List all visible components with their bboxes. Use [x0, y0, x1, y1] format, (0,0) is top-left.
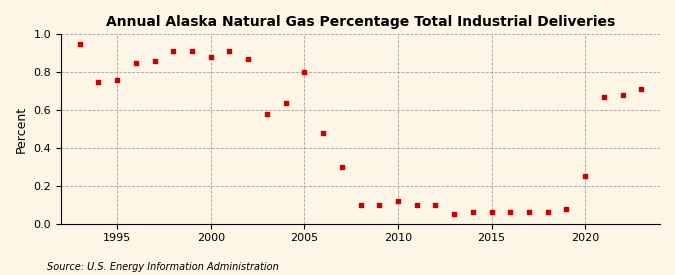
Point	[449, 212, 460, 216]
Point	[486, 210, 497, 214]
Point	[112, 78, 123, 82]
Point	[580, 174, 591, 179]
Point	[355, 203, 366, 207]
Point	[168, 49, 179, 54]
Point	[411, 203, 422, 207]
Point	[74, 42, 85, 46]
Point	[617, 93, 628, 97]
Point	[374, 203, 385, 207]
Point	[599, 95, 610, 99]
Point	[224, 49, 235, 54]
Point	[524, 210, 535, 214]
Point	[542, 210, 553, 214]
Point	[318, 131, 329, 135]
Point	[299, 70, 310, 75]
Point	[280, 100, 291, 105]
Text: Source: U.S. Energy Information Administration: Source: U.S. Energy Information Administ…	[47, 262, 279, 272]
Point	[636, 87, 647, 92]
Point	[336, 165, 347, 169]
Y-axis label: Percent: Percent	[15, 106, 28, 153]
Point	[467, 210, 478, 214]
Point	[130, 60, 141, 65]
Point	[393, 199, 404, 203]
Title: Annual Alaska Natural Gas Percentage Total Industrial Deliveries: Annual Alaska Natural Gas Percentage Tot…	[106, 15, 615, 29]
Point	[205, 55, 216, 59]
Point	[261, 112, 272, 116]
Point	[93, 79, 104, 84]
Point	[187, 49, 198, 54]
Point	[243, 57, 254, 61]
Point	[149, 59, 160, 63]
Point	[505, 210, 516, 214]
Point	[561, 207, 572, 211]
Point	[430, 203, 441, 207]
